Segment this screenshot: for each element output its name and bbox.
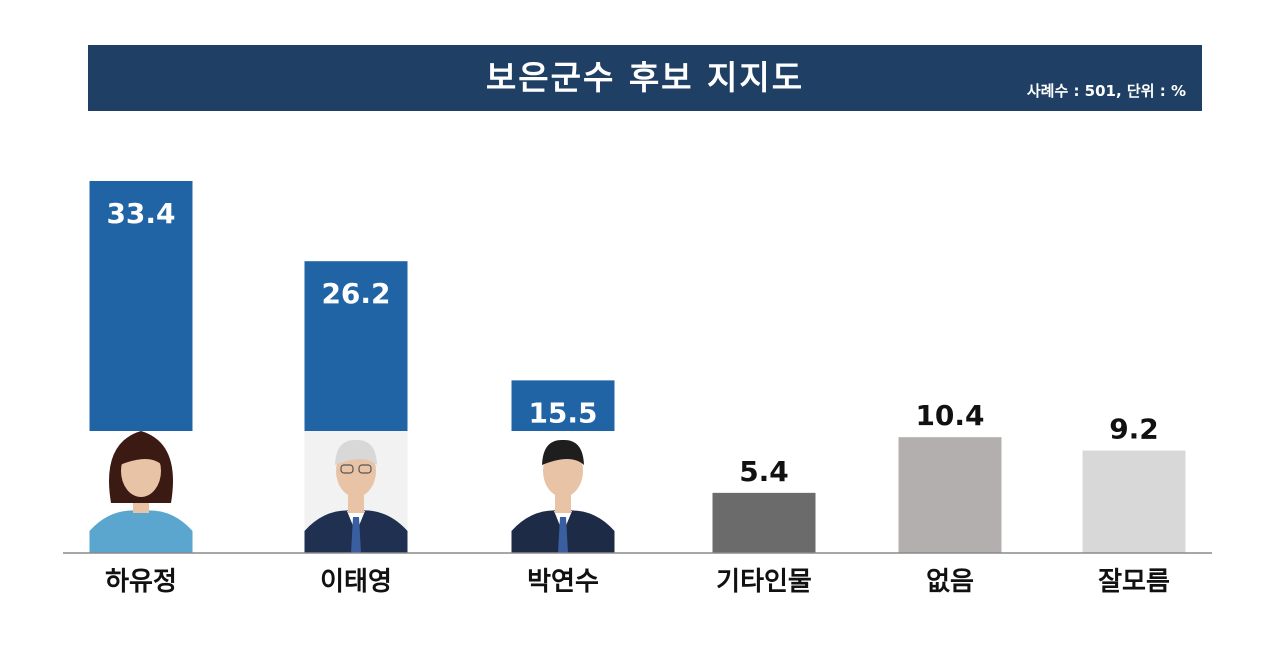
category-label: 이태영 (320, 567, 392, 597)
category-label: 없음 (926, 567, 974, 597)
bar-group (898, 437, 1002, 553)
portrait-hair-top (542, 439, 584, 465)
data-label: 9.2 (1109, 413, 1159, 446)
category-label: 잘모름 (1098, 567, 1170, 597)
category-label: 박연수 (527, 567, 599, 597)
labels: 33.4 하유정 26.2 이태영 15.5 박연수 5.4 기타인물 10.4 없음 9.2 잘모름 (105, 197, 1170, 597)
bar-group (511, 380, 615, 553)
portrait-neck (348, 495, 364, 513)
bar (1082, 450, 1186, 553)
data-label: 26.2 (321, 277, 390, 310)
bar-group (304, 261, 408, 553)
portrait-shoulders (89, 510, 193, 553)
portrait-neck (555, 495, 571, 513)
title-bar: 보은군수 후보 지지도 사례수 : 501, 단위 : % (88, 45, 1202, 111)
data-label: 10.4 (915, 399, 984, 432)
bar-group (712, 492, 816, 553)
data-label: 33.4 (106, 197, 175, 230)
chart-title: 보은군수 후보 지지도 (485, 58, 805, 97)
portrait-tie (351, 517, 361, 553)
bar-group (89, 181, 193, 553)
portrait-tie (558, 517, 568, 553)
bar-group (1082, 450, 1186, 553)
category-label: 기타인물 (716, 567, 812, 597)
portrait-glasses (358, 464, 372, 474)
data-label: 15.5 (528, 396, 597, 429)
sample-size-note: 사례수 : 501, 단위 : % (1026, 82, 1186, 100)
portrait-hair-top (120, 439, 162, 465)
bar (712, 492, 816, 553)
bars (89, 181, 1186, 553)
data-label: 5.4 (739, 455, 789, 488)
portrait-hair-top (335, 439, 377, 465)
bar (898, 437, 1002, 553)
portrait-glasses (340, 464, 354, 474)
category-label: 하유정 (105, 567, 177, 597)
